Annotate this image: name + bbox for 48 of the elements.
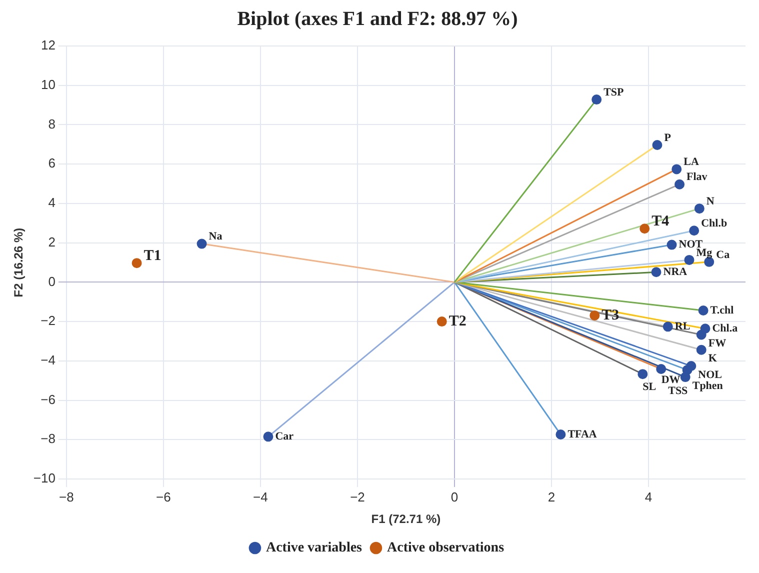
data-label: T4	[652, 214, 670, 230]
data-label: Flav	[686, 171, 708, 184]
data-label: Chl.b	[701, 217, 728, 230]
x-tick-label: −2	[350, 489, 365, 504]
x-tick-label: 2	[548, 489, 556, 504]
y-tick-label: 0	[48, 274, 56, 289]
data-label: DW	[661, 374, 680, 386]
data-label: TFAA	[568, 428, 597, 440]
data-label: K	[708, 352, 718, 365]
data-label: Na	[208, 230, 223, 243]
x-tick-label: 0	[450, 489, 458, 504]
data-label: LA	[684, 156, 699, 168]
data-label: NRA	[663, 266, 688, 278]
y-tick-label: −6	[40, 392, 56, 407]
data-label: T1	[144, 248, 162, 264]
data-label: Chl.a	[712, 322, 738, 334]
x-tick-label: −8	[59, 489, 74, 504]
data-label: P	[664, 132, 672, 144]
y-tick-label: −8	[40, 431, 56, 446]
data-label: N	[706, 195, 714, 208]
y-tick-label: 4	[48, 195, 56, 210]
legend-label: Active observations	[386, 540, 505, 556]
y-tick-label: 8	[48, 116, 56, 132]
data-label: Ca	[716, 248, 730, 261]
x-axis-title: F1 (72.71 %)	[371, 512, 441, 526]
legend-label: Active variables	[266, 540, 363, 556]
y-tick-label: 6	[48, 156, 56, 171]
y-tick-label: 2	[48, 234, 56, 250]
y-tick-label: −10	[33, 470, 56, 486]
chart-title: Biplot (axes F1 and F2: 88.97 %)	[237, 8, 518, 30]
data-label: Car	[275, 430, 294, 443]
y-tick-label: −4	[40, 352, 56, 368]
x-tick-label: 4	[644, 489, 652, 504]
data-label: Tphen	[692, 380, 723, 392]
x-tick-label: −6	[156, 489, 171, 504]
data-label: T.chl	[710, 304, 734, 316]
data-label: FW	[708, 338, 726, 350]
y-tick-label: 12	[40, 38, 56, 53]
data-label: TSS	[668, 384, 688, 397]
x-tick-label: −4	[253, 489, 268, 504]
data-label: TSP	[604, 86, 624, 98]
data-label: SL	[642, 380, 656, 393]
y-tick-label: 10	[40, 76, 56, 92]
data-label: Mg	[696, 246, 713, 259]
data-label: NOL	[698, 368, 722, 381]
y-tick-label: −2	[40, 313, 56, 328]
y-axis-title: F2 (16.26 %)	[12, 228, 26, 298]
data-label: T2	[448, 313, 466, 330]
